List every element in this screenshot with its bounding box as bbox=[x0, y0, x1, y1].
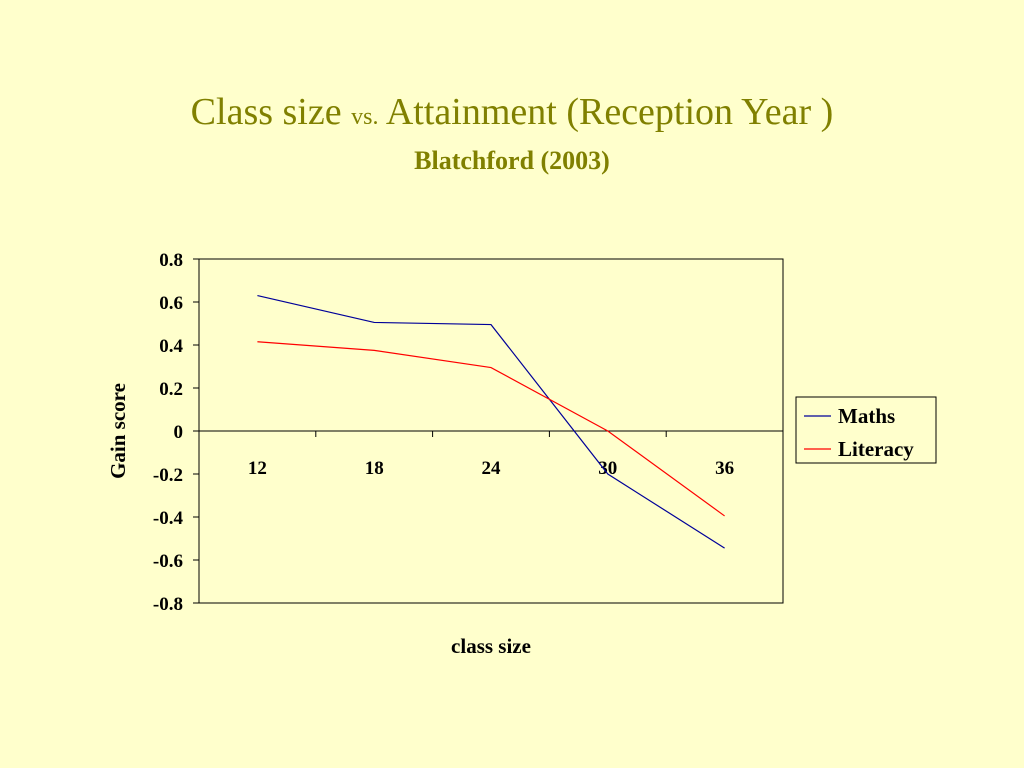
y-tick-label-5: -0.2 bbox=[153, 465, 183, 486]
y-tick-label-0: 0.8 bbox=[159, 250, 183, 271]
legend: Maths Literacy bbox=[795, 396, 937, 464]
y-tick-label-6: -0.4 bbox=[153, 508, 184, 529]
y-tick-label-7: -0.6 bbox=[153, 551, 183, 572]
y-tick-label-3: 0.2 bbox=[159, 379, 183, 400]
legend-label-literacy: Literacy bbox=[838, 437, 914, 461]
x-tick-label-2: 24 bbox=[482, 458, 502, 479]
x-axis-label: class size bbox=[451, 634, 531, 658]
x-tick-label-3: 30 bbox=[598, 458, 617, 479]
series-line-maths bbox=[257, 294, 725, 549]
title-main: Class size bbox=[190, 91, 342, 133]
x-tick-label-1: 18 bbox=[365, 458, 384, 479]
y-axis: 0.8 0.6 0.4 0.2 0 -0.2 -0.4 -0.6 -0.8 bbox=[153, 250, 199, 615]
slide-title: Class size vs. Attainment (Reception Yea… bbox=[0, 88, 1024, 141]
y-tick-label-2: 0.4 bbox=[159, 336, 183, 357]
series-line-literacy bbox=[257, 341, 725, 517]
series-lines bbox=[257, 294, 725, 549]
x-tick-label-0: 12 bbox=[248, 458, 267, 479]
title-rest: Attainment (Reception Year ) bbox=[385, 91, 834, 133]
y-axis-label: Gain score bbox=[106, 383, 130, 479]
y-tick-label-4: 0 bbox=[174, 422, 184, 443]
slide-subtitle: Blatchford (2003) bbox=[414, 146, 610, 175]
x-tick-label-4: 36 bbox=[715, 458, 734, 479]
legend-box bbox=[795, 396, 937, 464]
x-axis: 12 18 24 30 36 bbox=[198, 430, 784, 479]
y-tick-label-1: 0.6 bbox=[159, 293, 183, 314]
y-tick-label-8: -0.8 bbox=[153, 594, 183, 615]
legend-label-maths: Maths bbox=[838, 404, 895, 428]
title-vs: vs. bbox=[351, 104, 379, 130]
